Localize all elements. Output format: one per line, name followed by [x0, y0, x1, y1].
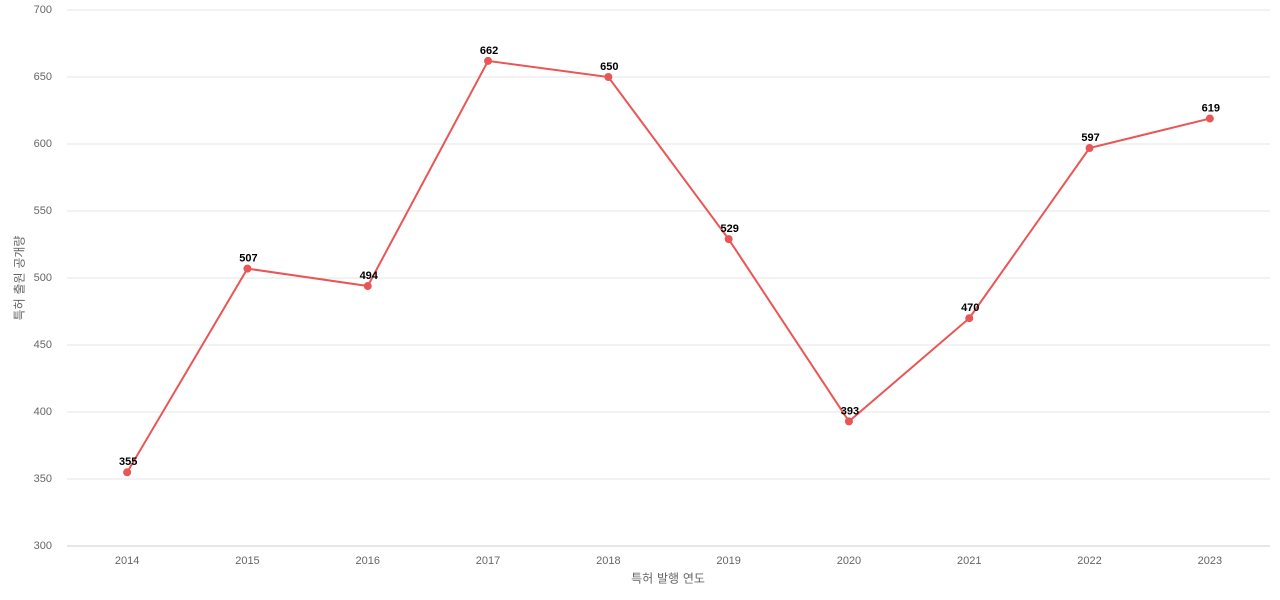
y-tick-label: 650: [34, 71, 52, 83]
data-label: 529: [720, 223, 738, 235]
x-tick-label: 2022: [1077, 555, 1101, 567]
data-label: 662: [480, 45, 498, 57]
y-tick-label: 550: [34, 205, 52, 217]
data-label: 393: [841, 405, 859, 417]
y-axis-title: 특허 출원 공개량: [13, 236, 27, 321]
point: [243, 264, 252, 273]
x-tick-label: 2016: [356, 555, 380, 567]
point: [1205, 114, 1214, 123]
x-tick-label: 2020: [837, 555, 861, 567]
line: [126, 59, 1211, 473]
x-tick-label: 2014: [115, 555, 139, 567]
x-tick-label: 2019: [716, 555, 740, 567]
x-tick-label: 2017: [476, 555, 500, 567]
data-label: 650: [600, 61, 618, 73]
x-tick-label: 2023: [1198, 555, 1222, 567]
y-tick-label: 300: [34, 540, 52, 552]
data-label: 494: [360, 270, 379, 282]
point: [965, 314, 974, 323]
x-axis-title: 특허 발행 연도: [631, 571, 705, 586]
data-label: 507: [239, 253, 257, 265]
y-tick-label: 600: [34, 138, 52, 150]
y-tick-label: 500: [34, 272, 52, 284]
y-tick-label: 700: [34, 4, 52, 16]
x-tick-label: 2015: [235, 555, 259, 567]
data-label: 470: [961, 302, 979, 314]
x-tick-label: 2018: [596, 555, 620, 567]
point: [1085, 144, 1094, 153]
point: [363, 282, 372, 291]
x-tick-label: 2021: [957, 555, 981, 567]
point: [123, 468, 132, 477]
data-label: 619: [1202, 102, 1220, 114]
y-tick-label: 450: [34, 339, 52, 351]
y-tick-label: 400: [34, 406, 52, 418]
point: [724, 235, 733, 244]
point: [604, 73, 613, 81]
y-tick-label: 350: [34, 473, 52, 485]
point: [484, 56, 493, 65]
data-label: 597: [1081, 132, 1099, 144]
data-label: 355: [119, 456, 137, 468]
point: [844, 417, 853, 426]
